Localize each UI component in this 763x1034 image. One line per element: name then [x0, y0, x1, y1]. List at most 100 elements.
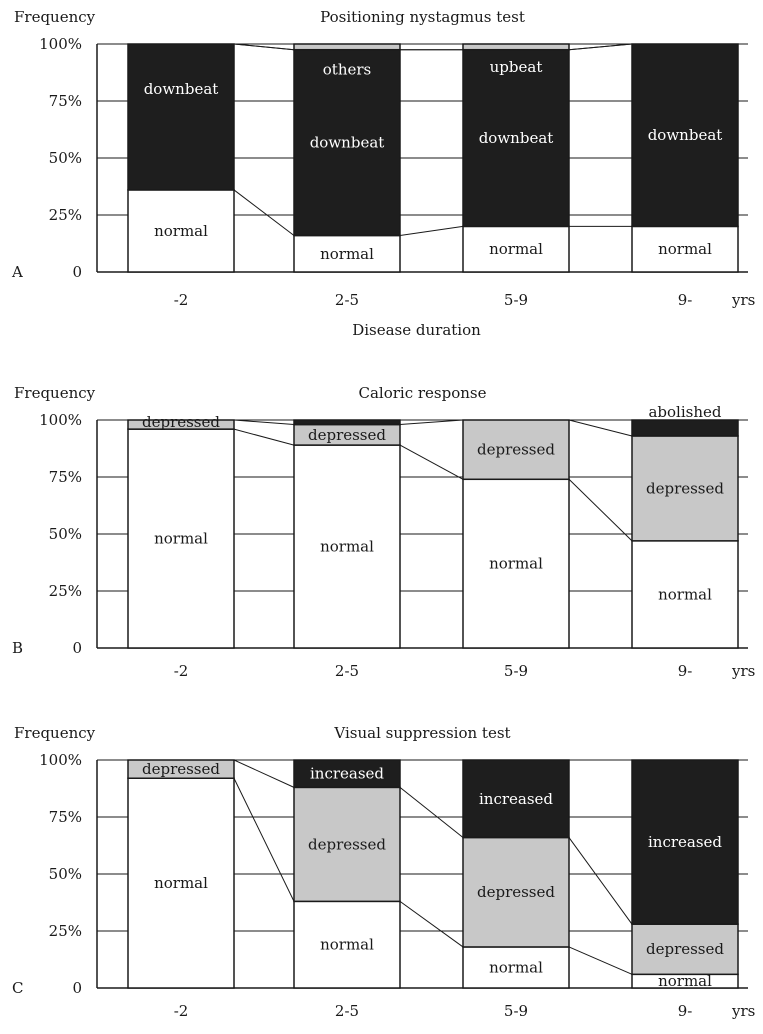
x-unit-label: yrs	[731, 1002, 755, 1020]
segment-label-depressed: depressed	[477, 883, 555, 901]
bar-downbeat	[127, 43, 235, 191]
connector-line	[233, 759, 295, 788]
bar-increased	[462, 759, 570, 839]
segment-label-normal: normal	[154, 874, 208, 892]
connector-line	[399, 419, 464, 426]
segment-label-depressed: depressed	[142, 413, 220, 431]
connector-line	[233, 419, 295, 426]
bar-normal	[127, 189, 235, 273]
segment-label-increased: increased	[648, 833, 722, 851]
bar-depressed	[127, 759, 235, 779]
x-tick-label: 5-9	[504, 662, 528, 680]
bar-upbeat	[462, 43, 570, 51]
segment-label-depressed: depressed	[308, 426, 386, 444]
segment-label-depressed: depressed	[646, 940, 724, 958]
segment-label-downbeat: downbeat	[479, 129, 554, 147]
bar-normal	[462, 946, 570, 989]
segment-label-normal: normal	[320, 936, 374, 954]
connector-line	[568, 946, 633, 975]
y-tick-label: 100%	[39, 35, 82, 53]
y-tick-label: 50%	[49, 865, 82, 883]
bar-increased	[293, 759, 401, 789]
segment-label-depressed: depressed	[308, 835, 386, 853]
connector-line	[399, 225, 464, 237]
bar-normal	[293, 444, 401, 649]
y-tick-label: 75%	[49, 468, 82, 486]
x-tick-label: 5-9	[504, 1002, 528, 1020]
connector-line	[233, 778, 295, 902]
y-tick-label: 0	[72, 263, 82, 281]
connector-line	[568, 43, 633, 51]
chart-panel-b: Caloric response Frequency B 0 25% 50% 75% 100%…	[12, 384, 755, 680]
segment-label-normal: normal	[320, 538, 374, 556]
connector-line	[568, 419, 633, 437]
connector-line	[399, 444, 464, 480]
segment-label-depressed: depressed	[646, 479, 724, 497]
connector-line	[399, 786, 464, 838]
chart-title: Caloric response	[359, 384, 487, 402]
x-tick-label: 2-5	[335, 1002, 359, 1020]
segment-label-increased: increased	[479, 790, 553, 808]
segment-label-others: others	[323, 61, 371, 79]
x-tick-label: 5-9	[504, 291, 528, 309]
bar-depressed	[462, 836, 570, 948]
y-tick-label: 50%	[49, 525, 82, 543]
bar-depressed	[293, 786, 401, 903]
x-tick-label: 9-	[678, 662, 693, 680]
segment-label-normal: normal	[489, 555, 543, 573]
y-tick-label: 100%	[39, 751, 82, 769]
chart-title: Positioning nystagmus test	[320, 8, 525, 26]
chart-title: Visual suppression test	[333, 724, 510, 742]
segment-label-downbeat: downbeat	[144, 80, 219, 98]
bar-normal	[293, 234, 401, 273]
x-tick-label: -2	[174, 1002, 189, 1020]
segment-label-normal: normal	[658, 585, 712, 603]
x-tick-label: 9-	[678, 291, 693, 309]
y-tick-label: 25%	[49, 582, 82, 600]
bar-abolished	[631, 419, 739, 437]
segment-label-depressed: depressed	[142, 760, 220, 778]
x-unit-label: yrs	[731, 291, 755, 309]
bar-normal	[462, 478, 570, 649]
bar-depressed	[127, 419, 235, 430]
segment-label-normal: normal	[320, 245, 374, 263]
bar-increased	[631, 759, 739, 925]
x-tick-label: 2-5	[335, 662, 359, 680]
segment-label-normal: normal	[489, 240, 543, 258]
segment-label-increased: increased	[310, 765, 384, 783]
chart-panel-a: Positioning nystagmus test Frequency A 0 25%…	[11, 8, 755, 339]
y-tick-label: 0	[72, 979, 82, 997]
segment-label-normal: normal	[154, 530, 208, 548]
y-tick-label: 25%	[49, 206, 82, 224]
y-tick-label: 50%	[49, 149, 82, 167]
bar-normal	[462, 225, 570, 273]
segment-label-depressed: depressed	[477, 441, 555, 459]
bar-downbeat	[631, 43, 739, 228]
segment-label-downbeat: downbeat	[310, 134, 385, 152]
connector-line	[233, 43, 295, 51]
panel-label: B	[12, 639, 23, 657]
bar-normal	[631, 225, 739, 273]
segment-label-abolished: abolished	[648, 403, 721, 421]
bar-upbeat	[293, 43, 401, 51]
y-axis-label: Frequency	[14, 8, 96, 26]
x-unit-label: yrs	[731, 662, 755, 680]
y-tick-label: 75%	[49, 808, 82, 826]
connector-line	[399, 900, 464, 948]
y-tick-label: 25%	[49, 922, 82, 940]
segment-label-normal: normal	[658, 240, 712, 258]
y-tick-label: 100%	[39, 411, 82, 429]
segment-label-normal: normal	[489, 958, 543, 976]
bar-abolished	[293, 419, 401, 426]
bar-normal	[127, 777, 235, 989]
segment-label-normal: normal	[658, 972, 712, 990]
y-axis-label: Frequency	[14, 724, 96, 742]
segment-label-downbeat: downbeat	[648, 126, 723, 144]
bar-downbeat	[293, 48, 401, 237]
connector-line	[233, 428, 295, 446]
y-tick-label: 0	[72, 639, 82, 657]
y-tick-label: 75%	[49, 92, 82, 110]
bar-depressed	[631, 923, 739, 976]
connector-line	[568, 837, 633, 925]
x-tick-label: 9-	[678, 1002, 693, 1020]
